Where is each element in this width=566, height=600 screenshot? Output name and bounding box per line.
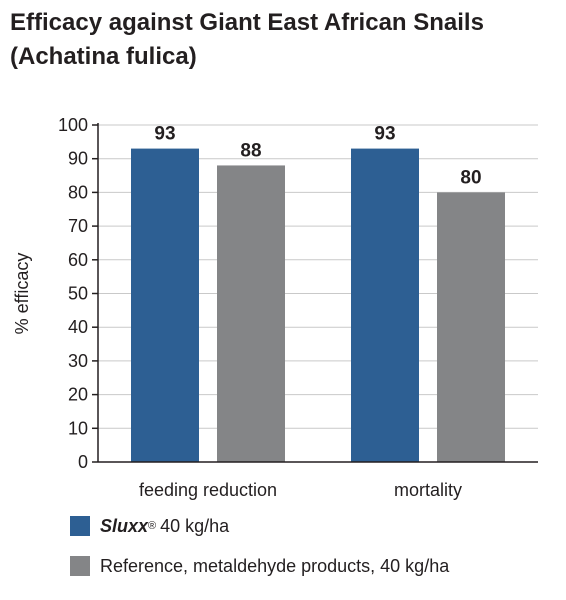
bar-value-label: 93 bbox=[154, 124, 175, 145]
legend-reference-label: Reference, metaldehyde products, 40 kg/h… bbox=[100, 555, 450, 576]
legend-sluxx-rate: 40 kg/ha bbox=[160, 515, 230, 536]
y-tick-label: 30 bbox=[68, 351, 88, 371]
legend-brand-name: Sluxx bbox=[100, 515, 149, 536]
y-tick-label: 20 bbox=[68, 385, 88, 405]
bar bbox=[437, 192, 505, 462]
bar-value-label: 88 bbox=[240, 140, 261, 161]
y-tick-label: 10 bbox=[68, 418, 88, 438]
legend-item-sluxx: Sluxx ® 40 kg/ha bbox=[70, 512, 449, 540]
y-tick-label: 80 bbox=[68, 182, 88, 202]
x-category-label: feeding reduction bbox=[139, 480, 277, 500]
y-tick-label: 0 bbox=[78, 452, 88, 472]
y-tick-label: 50 bbox=[68, 284, 88, 304]
y-tick-label: 90 bbox=[68, 149, 88, 169]
y-tick-label: 40 bbox=[68, 317, 88, 337]
bar-value-label: 80 bbox=[460, 167, 481, 188]
legend-registered-mark: ® bbox=[148, 520, 157, 532]
bar-value-label: 93 bbox=[374, 124, 395, 145]
legend-item-reference: Reference, metaldehyde products, 40 kg/h… bbox=[70, 552, 449, 580]
chart-title-line-1: Efficacy against Giant East African Snai… bbox=[10, 9, 484, 36]
chart-title: Efficacy against Giant East African Snai… bbox=[10, 6, 556, 74]
bar bbox=[217, 165, 285, 462]
y-axis-label: % efficacy bbox=[12, 253, 32, 335]
y-tick-label: 100 bbox=[58, 115, 88, 135]
y-tick-label: 70 bbox=[68, 216, 88, 236]
legend-swatch-sluxx bbox=[70, 516, 90, 536]
bar bbox=[351, 148, 419, 462]
bar-chart: 0 10 20 30 40 50 60 70 80 90 100 % efficacy 93 88 feed… bbox=[12, 115, 538, 500]
chart-title-line-2: (Achatina fulica) bbox=[10, 43, 197, 70]
x-category-label: mortality bbox=[394, 480, 462, 500]
y-tick-label: 60 bbox=[68, 250, 88, 270]
bar bbox=[131, 148, 199, 462]
legend: Sluxx ® 40 kg/ha Reference, metaldehyde pr… bbox=[70, 512, 449, 592]
legend-swatch-reference bbox=[70, 556, 90, 576]
